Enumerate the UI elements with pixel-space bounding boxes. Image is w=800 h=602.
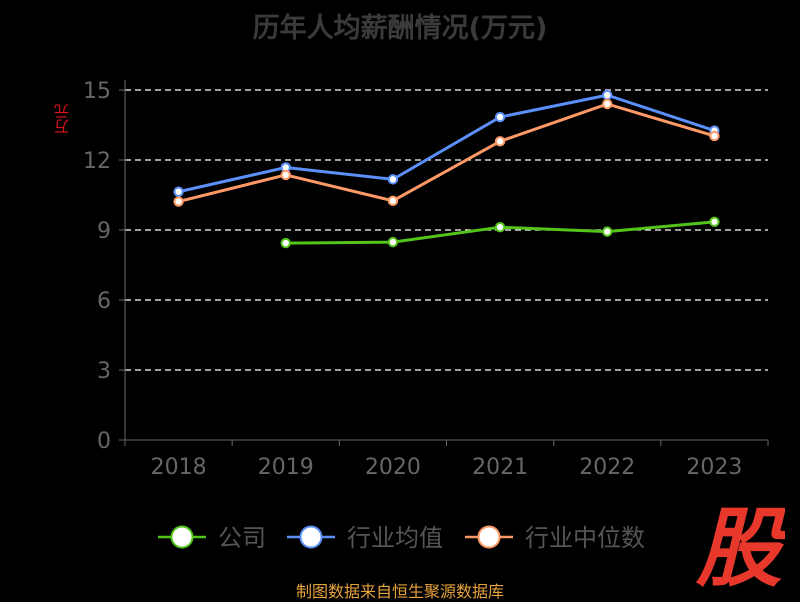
data-point-0 — [494, 222, 506, 233]
data-point-2 — [709, 130, 720, 142]
data-point-1 — [602, 89, 613, 101]
x-tick-label: 2023 — [686, 455, 742, 480]
x-tick-label: 2019 — [258, 455, 314, 480]
data-point-0 — [602, 226, 613, 237]
chart-title: 历年人均薪酬情况(万元) — [252, 13, 548, 44]
y-tick-label: 0 — [97, 429, 111, 454]
legend-label: 公司 — [218, 524, 266, 552]
series-line-2 — [178, 102, 715, 203]
data-point-0 — [387, 236, 399, 248]
legend-marker — [477, 525, 501, 549]
y-tick-label: 9 — [97, 219, 111, 244]
data-source-note: 制图数据来自恒生聚源数据库 — [295, 582, 504, 601]
legend-label: 行业均值 — [347, 524, 443, 552]
y-tick-label: 6 — [97, 289, 111, 314]
x-tick-label: 2022 — [579, 455, 635, 480]
legend-label: 行业中位数 — [525, 524, 645, 552]
data-point-0 — [709, 216, 720, 228]
data-point-2 — [602, 98, 613, 110]
x-tick-label: 2020 — [365, 455, 421, 480]
data-point-2 — [173, 196, 184, 207]
data-point-0 — [280, 237, 291, 249]
data-point-2 — [494, 136, 506, 147]
legend-marker — [299, 525, 323, 549]
y-tick-label: 12 — [83, 149, 111, 174]
data-point-2 — [387, 195, 399, 207]
x-tick-label: 2021 — [472, 455, 528, 480]
watermark-logo: 股 — [695, 500, 785, 592]
data-point-1 — [387, 174, 399, 185]
y-tick-label: 3 — [97, 359, 111, 384]
x-tick-label: 2018 — [151, 455, 207, 480]
series-line-1 — [178, 93, 715, 194]
y-tick-label: 15 — [83, 79, 111, 104]
watermark-glyph: 股 — [695, 500, 785, 592]
data-point-2 — [280, 169, 291, 181]
legend-marker — [170, 525, 194, 549]
data-point-1 — [173, 186, 184, 197]
data-point-1 — [494, 111, 506, 123]
